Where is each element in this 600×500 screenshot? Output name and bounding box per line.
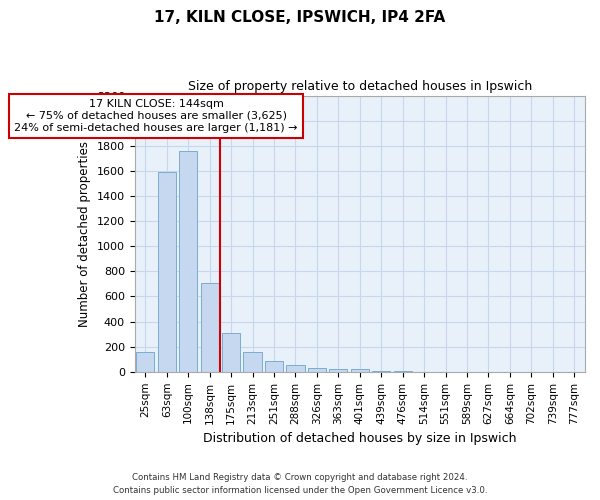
Title: Size of property relative to detached houses in Ipswich: Size of property relative to detached ho… [188, 80, 532, 93]
Text: Contains HM Land Registry data © Crown copyright and database right 2024.
Contai: Contains HM Land Registry data © Crown c… [113, 473, 487, 495]
Bar [222, 333, 240, 372]
Bar [308, 368, 326, 372]
Bar [350, 370, 369, 372]
Bar [200, 282, 219, 372]
Bar [265, 361, 283, 372]
Bar [136, 352, 154, 372]
Bar [372, 371, 391, 372]
Bar [179, 151, 197, 372]
Bar [244, 352, 262, 372]
Text: 17, KILN CLOSE, IPSWICH, IP4 2FA: 17, KILN CLOSE, IPSWICH, IP4 2FA [154, 10, 446, 25]
Bar [286, 365, 305, 372]
Text: 17 KILN CLOSE: 144sqm
← 75% of detached houses are smaller (3,625)
24% of semi-d: 17 KILN CLOSE: 144sqm ← 75% of detached … [14, 100, 298, 132]
Bar [158, 172, 176, 372]
Bar [329, 370, 347, 372]
Bar [394, 371, 412, 372]
X-axis label: Distribution of detached houses by size in Ipswich: Distribution of detached houses by size … [203, 432, 517, 445]
Y-axis label: Number of detached properties: Number of detached properties [78, 140, 91, 326]
